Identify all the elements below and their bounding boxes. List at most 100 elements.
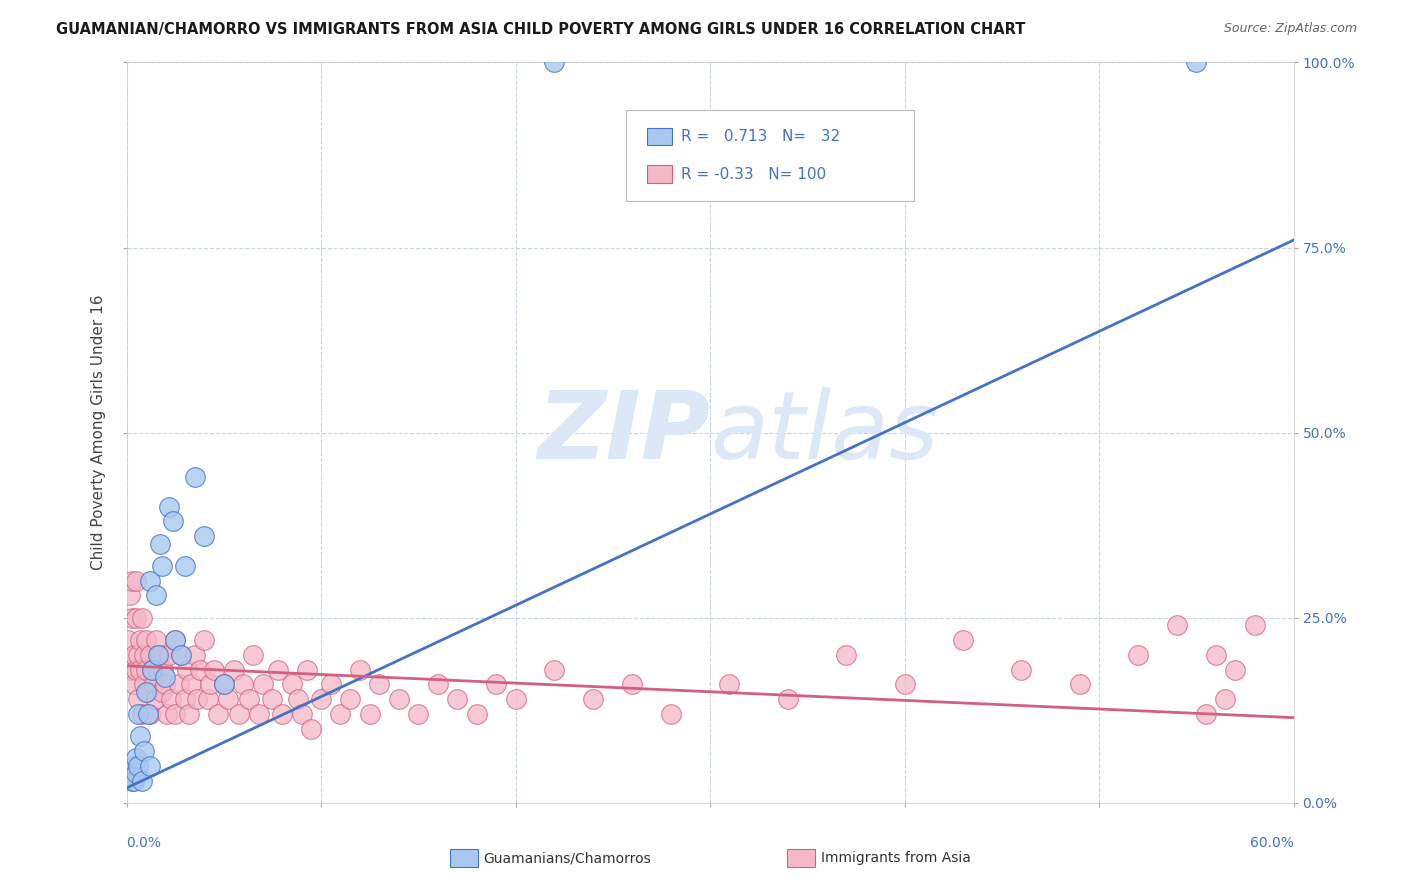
Point bbox=[149, 648, 172, 662]
Point bbox=[621, 677, 644, 691]
Point bbox=[1166, 618, 1188, 632]
Point bbox=[309, 692, 332, 706]
Point bbox=[127, 758, 149, 772]
Point bbox=[156, 706, 179, 721]
Point bbox=[129, 663, 152, 677]
Point bbox=[262, 692, 284, 706]
Point bbox=[127, 692, 149, 706]
Point bbox=[170, 648, 193, 662]
Point bbox=[117, 632, 139, 647]
Point bbox=[190, 663, 212, 677]
Point bbox=[776, 692, 799, 706]
Point bbox=[174, 692, 197, 706]
Point bbox=[217, 692, 239, 706]
Point bbox=[339, 692, 361, 706]
Point bbox=[150, 558, 173, 573]
Point bbox=[121, 610, 143, 624]
Point bbox=[124, 758, 146, 772]
Point bbox=[127, 706, 149, 721]
Point bbox=[139, 574, 162, 588]
Point bbox=[505, 692, 527, 706]
Point bbox=[359, 706, 381, 721]
Point bbox=[228, 706, 250, 721]
Point bbox=[193, 529, 215, 543]
Point bbox=[252, 677, 274, 691]
Point bbox=[297, 663, 319, 677]
Point bbox=[165, 632, 187, 647]
Text: 60.0%: 60.0% bbox=[1250, 836, 1294, 850]
Point bbox=[170, 648, 193, 662]
Point bbox=[198, 677, 221, 691]
Point bbox=[167, 677, 190, 691]
Point bbox=[1010, 663, 1032, 677]
Point bbox=[202, 663, 225, 677]
Point bbox=[242, 648, 264, 662]
Point bbox=[287, 692, 309, 706]
Point bbox=[186, 692, 208, 706]
Point bbox=[136, 685, 159, 699]
Point bbox=[193, 632, 215, 647]
Point bbox=[135, 632, 157, 647]
Point bbox=[132, 648, 155, 662]
Point bbox=[146, 648, 169, 662]
Point bbox=[1223, 663, 1246, 677]
Point bbox=[465, 706, 488, 721]
Point bbox=[145, 632, 167, 647]
Point bbox=[1126, 648, 1149, 662]
Text: ZIP: ZIP bbox=[537, 386, 710, 479]
Text: Immigrants from Asia: Immigrants from Asia bbox=[821, 851, 972, 865]
Point bbox=[157, 500, 180, 514]
Point bbox=[835, 648, 858, 662]
Point bbox=[131, 706, 153, 721]
Point bbox=[426, 677, 449, 691]
Point bbox=[121, 574, 143, 588]
Point bbox=[183, 648, 205, 662]
Point bbox=[222, 663, 245, 677]
Point bbox=[129, 729, 152, 743]
Point bbox=[120, 589, 142, 603]
Point bbox=[174, 558, 197, 573]
Point bbox=[124, 648, 146, 662]
Point bbox=[135, 685, 157, 699]
Point bbox=[388, 692, 411, 706]
Point bbox=[267, 663, 290, 677]
Point bbox=[131, 610, 153, 624]
Point bbox=[117, 766, 139, 780]
Point bbox=[132, 744, 155, 758]
Point bbox=[120, 663, 142, 677]
Point bbox=[485, 677, 508, 691]
Point bbox=[131, 773, 153, 788]
Point bbox=[952, 632, 974, 647]
Point bbox=[165, 706, 187, 721]
Point bbox=[247, 706, 270, 721]
Point bbox=[543, 55, 565, 70]
Point bbox=[125, 766, 148, 780]
Point bbox=[145, 589, 167, 603]
Point bbox=[329, 706, 352, 721]
Point bbox=[135, 663, 157, 677]
Point bbox=[1205, 648, 1227, 662]
Point bbox=[212, 677, 235, 691]
Point bbox=[368, 677, 391, 691]
Point bbox=[446, 692, 468, 706]
Point bbox=[582, 692, 605, 706]
Point bbox=[659, 706, 682, 721]
Point bbox=[150, 685, 173, 699]
Point bbox=[1195, 706, 1218, 721]
Point bbox=[177, 706, 200, 721]
Point bbox=[149, 536, 172, 550]
Point bbox=[129, 632, 152, 647]
Point bbox=[157, 648, 180, 662]
Point bbox=[139, 706, 162, 721]
Y-axis label: Child Poverty Among Girls Under 16: Child Poverty Among Girls Under 16 bbox=[91, 295, 107, 570]
Text: GUAMANIAN/CHAMORRO VS IMMIGRANTS FROM ASIA CHILD POVERTY AMONG GIRLS UNDER 16 CO: GUAMANIAN/CHAMORRO VS IMMIGRANTS FROM AS… bbox=[56, 22, 1025, 37]
Point bbox=[893, 677, 915, 691]
Point bbox=[125, 663, 148, 677]
Point bbox=[121, 773, 143, 788]
Point bbox=[125, 610, 148, 624]
Point bbox=[349, 663, 371, 677]
Point bbox=[141, 663, 163, 677]
Text: R =   0.713   N=   32: R = 0.713 N= 32 bbox=[681, 129, 839, 145]
Point bbox=[136, 706, 159, 721]
Point bbox=[152, 663, 174, 677]
